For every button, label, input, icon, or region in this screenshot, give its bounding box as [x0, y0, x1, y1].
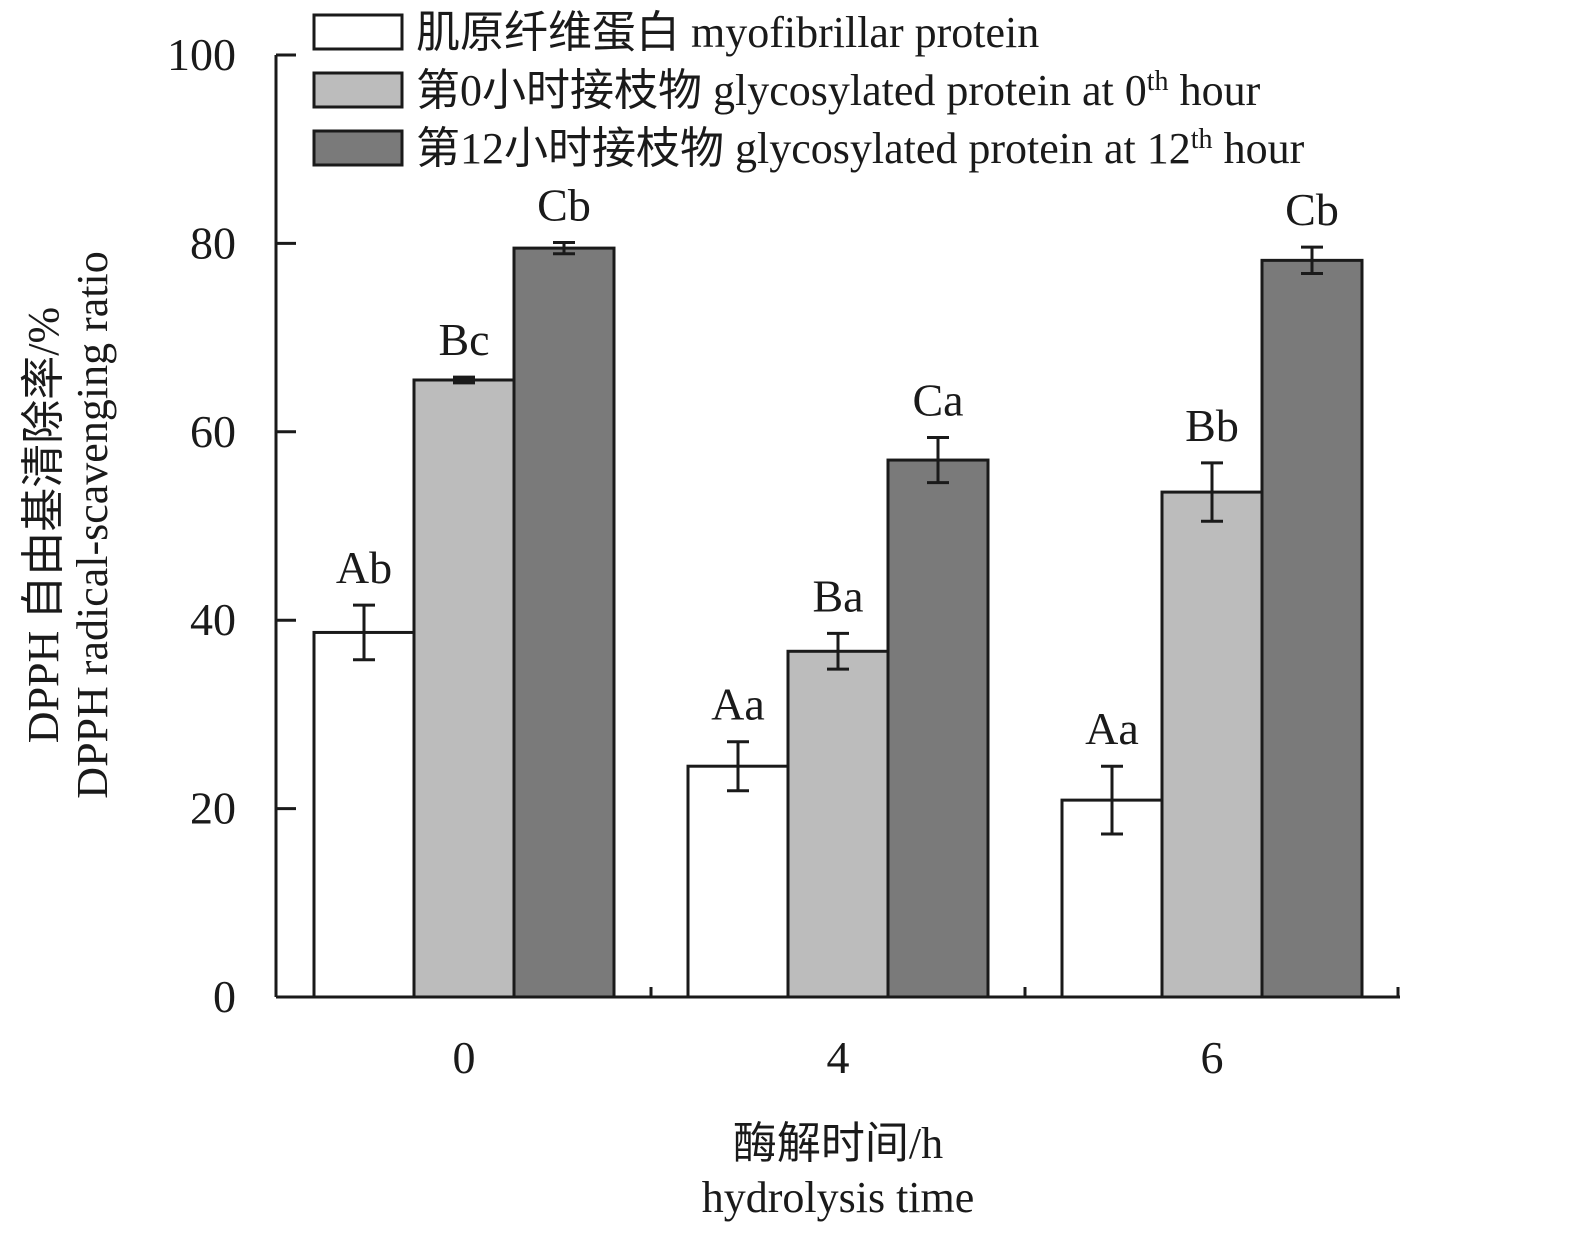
y-tick-label: 60: [190, 406, 236, 457]
legend-label: 第0小时接枝物 glycosylated protein at 0th hour: [416, 66, 1261, 116]
x-axis-title-line1: 酶解时间/h: [733, 1119, 943, 1168]
significance-label: Aa: [711, 679, 765, 730]
bar: [886, 458, 990, 999]
legend-label: 肌原纤维蛋白 myofibrillar protein: [416, 8, 1039, 57]
y-tick-label: 20: [190, 783, 236, 834]
bar: [1260, 258, 1364, 999]
bar: [512, 246, 616, 999]
significance-label: Ba: [812, 570, 863, 621]
bar: [686, 764, 790, 999]
significance-label: Ca: [912, 374, 963, 425]
y-tick-label: 40: [190, 594, 236, 645]
bar: [412, 378, 516, 999]
significance-label: Bb: [1185, 400, 1239, 451]
y-tick-label: 0: [213, 971, 236, 1022]
legend-swatch: [312, 71, 404, 109]
significance-label: Aa: [1085, 703, 1139, 754]
y-axis-title-line2: DPPH radical-scavenging ratio: [68, 251, 117, 798]
error-bars: [353, 240, 1323, 836]
significance-label: Cb: [537, 179, 591, 230]
y-axis: 0 20 40 60 80 100: [167, 29, 296, 1022]
x-tick-label: 6: [1201, 1032, 1224, 1083]
bar: [1160, 490, 1264, 999]
y-tick-label: 100: [167, 29, 236, 80]
legend-swatch: [312, 129, 404, 167]
y-tick-label: 80: [190, 217, 236, 268]
significance-label: Ab: [336, 542, 392, 593]
x-tick-label: 4: [827, 1032, 850, 1083]
legend: 肌原纤维蛋白 myofibrillar protein 第0小时接枝物 glyco…: [312, 8, 1305, 174]
significance-label: Cb: [1285, 184, 1339, 235]
legend-swatch: [312, 13, 404, 51]
bar: [786, 649, 890, 999]
y-axis-title-line1: DPPH 自由基清除率/%: [19, 307, 68, 743]
bar: [312, 630, 416, 999]
significance-labels: Ab Aa Aa Bc Ba Bb Cb Ca Cb: [336, 179, 1339, 754]
x-tick-label: 0: [453, 1032, 476, 1083]
significance-label: Bc: [438, 314, 489, 365]
x-axis-title-line2: hydrolysis time: [702, 1173, 975, 1222]
legend-label: 第12小时接枝物 glycosylated protein at 12th ho…: [416, 124, 1305, 174]
